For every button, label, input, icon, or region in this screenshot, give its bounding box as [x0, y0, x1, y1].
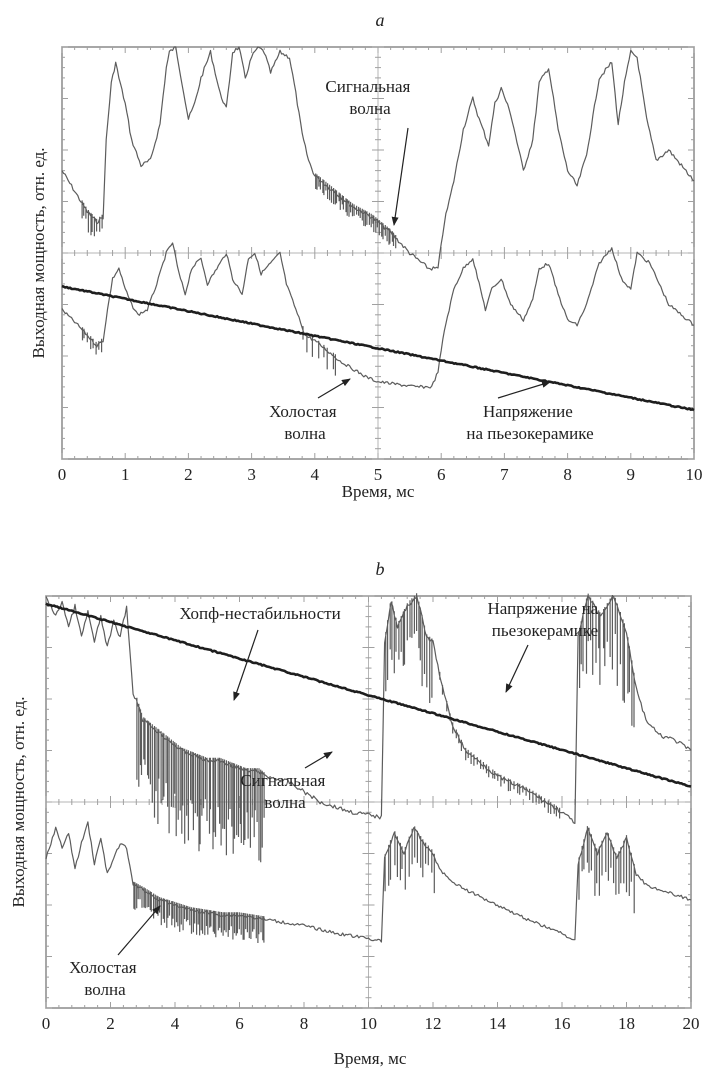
- panel-a-voltage-arrow: [497, 381, 551, 399]
- panel-b: b 0 2 4 6 8 10 12 14 16 18 20 Время, мс Выходная м…: [9, 559, 700, 1068]
- panel-b-x-tick-label: 2: [106, 1014, 115, 1033]
- panel-a-x-tick-label: 4: [311, 465, 320, 484]
- panel-b-x-tick-label: 4: [171, 1014, 180, 1033]
- panel-b-x-tick-labels: 0 2 4 6 8 10 12 14 16 18 20: [42, 1014, 700, 1033]
- panel-a-voltage-label-line1: Напряжение: [483, 402, 573, 421]
- panel-a: a 0 1 2 3 4 5 6 7 8 9 10 Время, мс Выходная мощнос…: [29, 10, 703, 501]
- panel-b-idler-arrow: [117, 905, 161, 956]
- panel-b-x-tick-label: 6: [235, 1014, 244, 1033]
- panel-b-voltage-line: [45, 602, 692, 788]
- panel-a-voltage-label-line2: на пьезокерамике: [466, 424, 593, 443]
- panel-b-hopf-arrow: [233, 629, 259, 701]
- panel-b-voltage-label-line2: пьезокерамике: [492, 621, 598, 640]
- panel-b-x-tick-label: 14: [489, 1014, 507, 1033]
- panel-a-x-tick-label: 6: [437, 465, 446, 484]
- panel-a-x-tick-label: 0: [58, 465, 67, 484]
- panel-a-x-tick-label: 5: [374, 465, 383, 484]
- panel-b-signal-label-line2: волна: [264, 793, 306, 812]
- panel-b-signal-wave-label: Сигнальная волна: [240, 771, 329, 812]
- panel-a-idler-label-line2: волна: [284, 424, 326, 443]
- panel-b-signal-label-line1: Сигнальная: [240, 771, 325, 790]
- panel-b-signal-wave-line: [45, 593, 692, 863]
- panel-a-signal-arrow: [391, 127, 409, 226]
- panel-b-idler-wave-label: Холостая волна: [69, 958, 141, 999]
- panel-b-voltage-arrow: [505, 644, 529, 693]
- panel-b-x-axis-label: Время, мс: [334, 1049, 407, 1068]
- panel-a-signal-label-line2: волна: [349, 99, 391, 118]
- panel-b-signal-arrow: [304, 751, 333, 769]
- panel-b-x-tick-label: 20: [683, 1014, 700, 1033]
- panel-a-voltage-line: [61, 284, 695, 412]
- panel-b-hopf-label: Хопф-нестабильности: [179, 604, 340, 623]
- panel-b-x-tick-label: 0: [42, 1014, 51, 1033]
- panel-b-x-tick-label: 10: [360, 1014, 377, 1033]
- panel-a-signal-label-line1: Сигнальная: [325, 77, 410, 96]
- panel-b-voltage-label: Напряжение на пьезокерамике: [488, 599, 603, 640]
- panel-b-idler-label-line2: волна: [84, 980, 126, 999]
- panel-b-x-tick-label: 8: [300, 1014, 309, 1033]
- panel-a-center-axes: [61, 46, 695, 460]
- panel-b-x-tick-label: 12: [425, 1014, 442, 1033]
- panel-b-idler-label-line1: Холостая: [69, 958, 137, 977]
- panel-a-idler-label-line1: Холостая: [269, 402, 337, 421]
- panel-a-signal-wave-line: [61, 46, 695, 271]
- panel-a-x-tick-label: 8: [563, 465, 572, 484]
- panel-a-x-tick-label: 9: [627, 465, 636, 484]
- panel-b-x-tick-label: 18: [618, 1014, 635, 1033]
- panel-b-center-axes: [45, 595, 692, 1009]
- panel-a-x-tick-label: 2: [184, 465, 193, 484]
- panel-a-y-axis-label: Выходная мощность, отн. ед.: [29, 147, 48, 358]
- panel-a-x-tick-label: 3: [247, 465, 256, 484]
- panel-b-voltage-label-line1: Напряжение на: [488, 599, 599, 618]
- panel-a-x-tick-label: 1: [121, 465, 130, 484]
- panel-a-idler-wave-label: Холостая волна: [269, 402, 341, 443]
- panel-b-x-tick-label: 16: [554, 1014, 571, 1033]
- panel-a-x-tick-labels: 0 1 2 3 4 5 6 7 8 9 10: [58, 465, 703, 484]
- panel-a-signal-wave-label: Сигнальная волна: [325, 77, 414, 118]
- panel-a-idler-arrow: [317, 378, 351, 399]
- panel-a-x-tick-label: 10: [686, 465, 703, 484]
- panel-b-y-axis-label: Выходная мощность, отн. ед.: [9, 696, 28, 907]
- panel-b-letter: b: [376, 559, 385, 579]
- panel-a-letter: a: [376, 10, 385, 30]
- panel-a-x-tick-label: 7: [500, 465, 509, 484]
- panel-a-x-axis-label: Время, мс: [342, 482, 415, 501]
- panel-a-voltage-label: Напряжение на пьезокерамике: [466, 402, 593, 443]
